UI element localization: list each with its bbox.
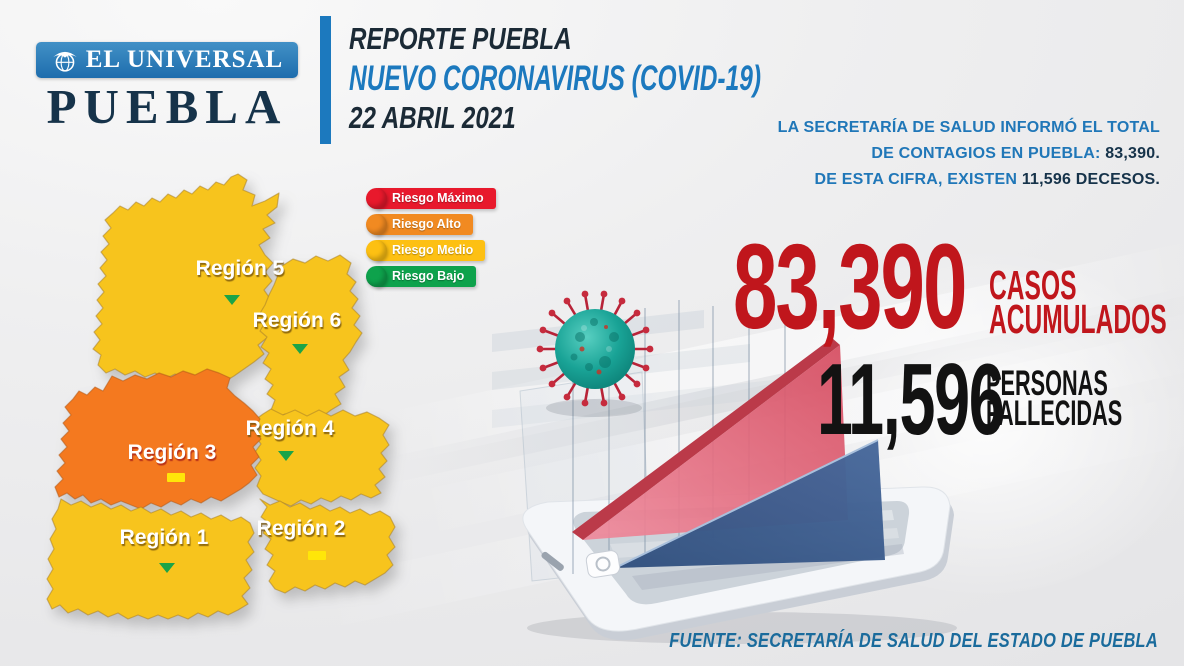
glass-step: [492, 344, 750, 390]
trend-stable-icon: [308, 551, 326, 560]
trend-down-icon: [292, 344, 308, 354]
side-port: [541, 551, 564, 571]
report-header: REPORTE PUEBLA NUEVO CORONAVIRUS (COVID-…: [349, 21, 938, 136]
glass-step: [492, 310, 704, 352]
legend-item-bajo: Riesgo Bajo: [366, 266, 477, 287]
risk-pill-label: Riesgo Alto: [375, 214, 473, 235]
trend-stable-icon: [167, 473, 185, 482]
cases-label-line-1: CASOS: [989, 262, 1077, 308]
region-1-label: Región 1: [120, 526, 209, 549]
summary-line-3: DE ESTA CIFRA, EXISTEN 11,596 DECESOS.: [814, 171, 1160, 188]
screen-band: [610, 528, 899, 558]
region-2-label: Región 2: [257, 517, 346, 540]
legend-item-alto: Riesgo Alto: [366, 214, 473, 235]
deaths-ramp-highlight: [614, 439, 879, 569]
summary-line-1: LA SECRETARÍA DE SALUD INFORMÓ EL TOTAL: [777, 119, 1160, 136]
risk-dot-icon: [366, 266, 387, 287]
risk-pill-label: Riesgo Medio: [375, 240, 486, 261]
screen-band: [592, 510, 894, 534]
edition-title: PUEBLA: [46, 79, 288, 134]
screen-band: [632, 544, 904, 590]
puebla-region-map: Región 5 Región 6 Región 3 Región 4 Regi…: [46, 173, 396, 620]
region-3-shape: [54, 368, 262, 510]
cases-label-line-2: ACUMULADOS: [989, 296, 1167, 342]
deaths-label-line-1: PERSONAS: [986, 364, 1108, 403]
legend-item-maximo: Riesgo Máximo: [366, 188, 496, 209]
health-summary: LA SECRETARÍA DE SALUD INFORMÓ EL TOTAL …: [778, 115, 1160, 193]
tablet-side: [526, 495, 954, 641]
risk-pill-label: Riesgo Bajo: [375, 266, 477, 287]
eagle-globe-icon: [53, 51, 77, 72]
region-4-label: Región 4: [246, 417, 335, 440]
risk-dot-icon: [366, 214, 387, 235]
region-6-label: Región 6: [253, 309, 342, 332]
report-title: REPORTE PUEBLA: [349, 21, 572, 56]
risk-legend: Riesgo Máximo Riesgo Alto Riesgo Medio R…: [366, 188, 496, 287]
report-date: 22 ABRIL 2021: [349, 99, 516, 135]
cases-label: CASOS ACUMULADOS: [989, 262, 1167, 342]
cases-ramp: [583, 345, 848, 540]
tablet-screen: [573, 501, 910, 605]
trend-down-icon: [278, 451, 294, 461]
deaths-label: PERSONAS FALLECIDAS: [986, 364, 1123, 433]
region-5-shape: [92, 173, 280, 383]
deaths-value: 11,596: [817, 344, 1005, 456]
deaths-label-line-2: FALLECIDAS: [986, 394, 1123, 433]
total-cases-inline: 83,390.: [1105, 145, 1160, 162]
deaths-ramp: [615, 440, 885, 568]
risk-dot-icon: [366, 188, 387, 209]
region-4-shape: [254, 408, 390, 507]
home-button: [585, 550, 621, 578]
risk-dot-icon: [366, 240, 387, 261]
region-2-shape: [259, 498, 396, 594]
summary-line-2: DE CONTAGIOS EN PUEBLA: 83,390.: [871, 145, 1160, 162]
cases-value: 83,390: [733, 218, 967, 354]
region-3-label: Región 3: [128, 441, 217, 464]
trend-down-icon: [159, 563, 175, 573]
total-deaths-inline: 11,596 DECESOS.: [1021, 171, 1160, 188]
coronavirus-icon: [536, 290, 654, 417]
region-6-shape: [258, 254, 363, 423]
source-attribution: FUENTE: SECRETARÍA DE SALUD DEL ESTADO D…: [669, 630, 1158, 652]
cases-ramp-underside: [572, 338, 840, 540]
glass-step: [492, 378, 792, 428]
masthead-bar: EL UNIVERSAL: [36, 42, 298, 78]
legend-item-medio: Riesgo Medio: [366, 240, 486, 261]
report-subtitle: NUEVO CORONAVIRUS (COVID-19): [349, 58, 762, 98]
trend-down-icon: [224, 295, 240, 305]
header-divider-bar: [320, 16, 331, 144]
glass-pane: [519, 371, 651, 582]
risk-pill-label: Riesgo Máximo: [375, 188, 496, 209]
tablet-body: [522, 486, 951, 632]
el-universal-logo: EL UNIVERSAL PUEBLA: [36, 42, 298, 135]
region-1-shape: [46, 498, 255, 620]
masthead-title: EL UNIVERSAL: [85, 46, 284, 73]
region-5-label: Región 5: [196, 257, 285, 280]
